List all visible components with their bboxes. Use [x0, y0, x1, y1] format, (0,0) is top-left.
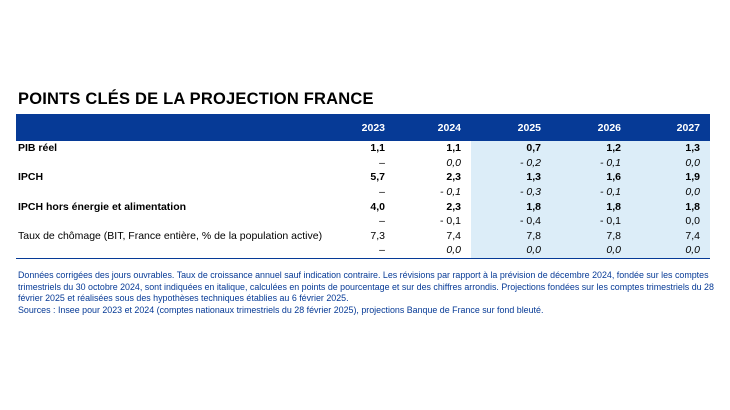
row-label: IPCH	[18, 171, 44, 184]
footnotes: Données corrigées des jours ouvrables. T…	[18, 270, 718, 316]
cell-2026: 1,2	[551, 141, 631, 156]
row-label	[16, 214, 319, 229]
cell-2025: - 0,4	[471, 213, 551, 229]
cell-2025: - 0,2	[471, 155, 551, 171]
row-label: IPCH hors énergie et alimentation	[18, 200, 187, 213]
cell-2024: 0,0	[395, 243, 471, 259]
cell-2023: –	[379, 186, 385, 199]
cell-2023: –	[379, 215, 385, 228]
header-2023: 2023	[361, 121, 385, 134]
cell-2024: 7,4	[446, 229, 461, 242]
header-2026: 2026	[597, 121, 621, 134]
cell-2026: 1,8	[551, 199, 631, 214]
cell-2025: 1,3	[471, 170, 551, 185]
table-row: IPCH hors énergie et alimentation 4,0 2,…	[16, 199, 710, 214]
cell-2024: 0,0	[446, 156, 461, 169]
cell-2026: - 0,1	[551, 213, 631, 229]
header-2027: 2027	[676, 121, 700, 134]
revision-row: – 0,0 - 0,2 - 0,1 0,0	[16, 155, 710, 171]
cell-2027: 0,0	[631, 184, 710, 200]
cell-2024: - 0,1	[439, 215, 461, 228]
cell-2023: 5,7	[370, 171, 385, 184]
cell-2026: 0,0	[551, 243, 631, 259]
cell-2026: 7,8	[551, 228, 631, 244]
cell-2024: 1,1	[446, 142, 461, 155]
cell-2026: - 0,1	[551, 184, 631, 200]
cell-2026: 1,6	[551, 170, 631, 185]
cell-2023: 7,3	[370, 229, 385, 242]
cell-2023: 1,1	[370, 142, 385, 155]
header-label	[16, 114, 319, 141]
cell-2027: 1,3	[631, 141, 710, 156]
cell-2027: 0,0	[631, 155, 710, 171]
header-2024: 2024	[437, 121, 461, 134]
cell-2025: 0,0	[471, 243, 551, 259]
cell-2025: - 0,3	[471, 184, 551, 200]
cell-2023: –	[379, 156, 385, 169]
row-label: PIB réel	[18, 142, 58, 155]
cell-2023: 4,0	[370, 200, 385, 213]
row-label: Taux de chômage (BIT, France entière, % …	[18, 229, 323, 242]
cell-2023: –	[319, 243, 395, 259]
cell-2027: 7,4	[631, 228, 710, 244]
row-label	[16, 243, 319, 259]
cell-2027: 0,0	[631, 213, 710, 229]
table-row: Taux de chômage (BIT, France entière, % …	[16, 228, 710, 244]
cell-2026: - 0,1	[551, 155, 631, 171]
row-label	[16, 185, 319, 200]
cell-2024: 2,3	[446, 171, 461, 184]
revision-row: – - 0,1 - 0,4 - 0,1 0,0	[16, 213, 710, 229]
footnote-sources: Sources : Insee pour 2023 et 2024 (compt…	[18, 304, 544, 315]
cell-2025: 0,7	[471, 141, 551, 156]
table-row: PIB réel 1,1 1,1 0,7 1,2 1,3	[16, 141, 710, 156]
revision-row: – 0,0 0,0 0,0 0,0	[16, 243, 710, 259]
cell-2027: 1,8	[631, 199, 710, 214]
header-2025: 2025	[517, 121, 541, 134]
cell-2027: 0,0	[631, 243, 710, 259]
page-title: POINTS CLÉS DE LA PROJECTION FRANCE	[18, 90, 374, 108]
cell-2024: 2,3	[446, 200, 461, 213]
footnote-methodology: Données corrigées des jours ouvrables. T…	[18, 270, 714, 303]
cell-2025: 7,8	[471, 228, 551, 244]
cell-2025: 1,8	[471, 199, 551, 214]
table-header-row: 2023 2024 2025 2026 2027	[16, 114, 710, 141]
cell-2024: - 0,1	[439, 186, 461, 199]
cell-2027: 1,9	[631, 170, 710, 185]
row-label	[16, 156, 319, 171]
revision-row: – - 0,1 - 0,3 - 0,1 0,0	[16, 184, 710, 200]
projection-table: 2023 2024 2025 2026 2027 PIB réel 1,1 1,…	[16, 114, 710, 259]
table-row: IPCH 5,7 2,3 1,3 1,6 1,9	[16, 170, 710, 185]
